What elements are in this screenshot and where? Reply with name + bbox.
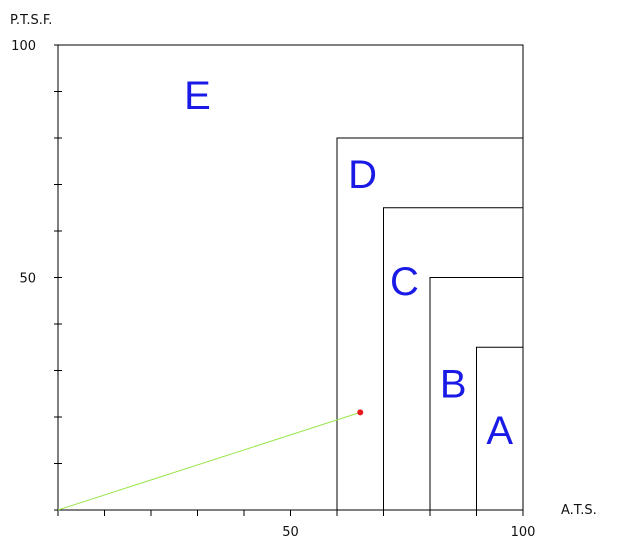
zone-label: E <box>184 74 211 118</box>
y-axis-label: P.T.S.F. <box>10 13 52 28</box>
zone-label: D <box>348 153 377 197</box>
zone-boundary <box>476 346 523 510</box>
guide-line <box>57 411 361 511</box>
chart-zones: AB C D E <box>184 74 523 510</box>
zone-label: C <box>390 260 419 304</box>
zone-boundary <box>429 277 523 510</box>
zone-label: A <box>486 409 513 453</box>
x-axis-label: A.T.S. <box>561 503 597 518</box>
chart-marks <box>57 409 364 511</box>
zone-boundary <box>383 207 523 510</box>
y-tick-label: 50 <box>19 272 36 287</box>
chart-axes: 50 100 50 100 <box>11 39 535 540</box>
zone-label: B <box>440 362 467 406</box>
zone-boundary <box>336 137 523 510</box>
x-tick-label: 100 <box>511 525 536 540</box>
x-tick-label: 50 <box>282 525 299 540</box>
y-tick-label: 100 <box>11 39 36 54</box>
data-point <box>357 409 364 416</box>
